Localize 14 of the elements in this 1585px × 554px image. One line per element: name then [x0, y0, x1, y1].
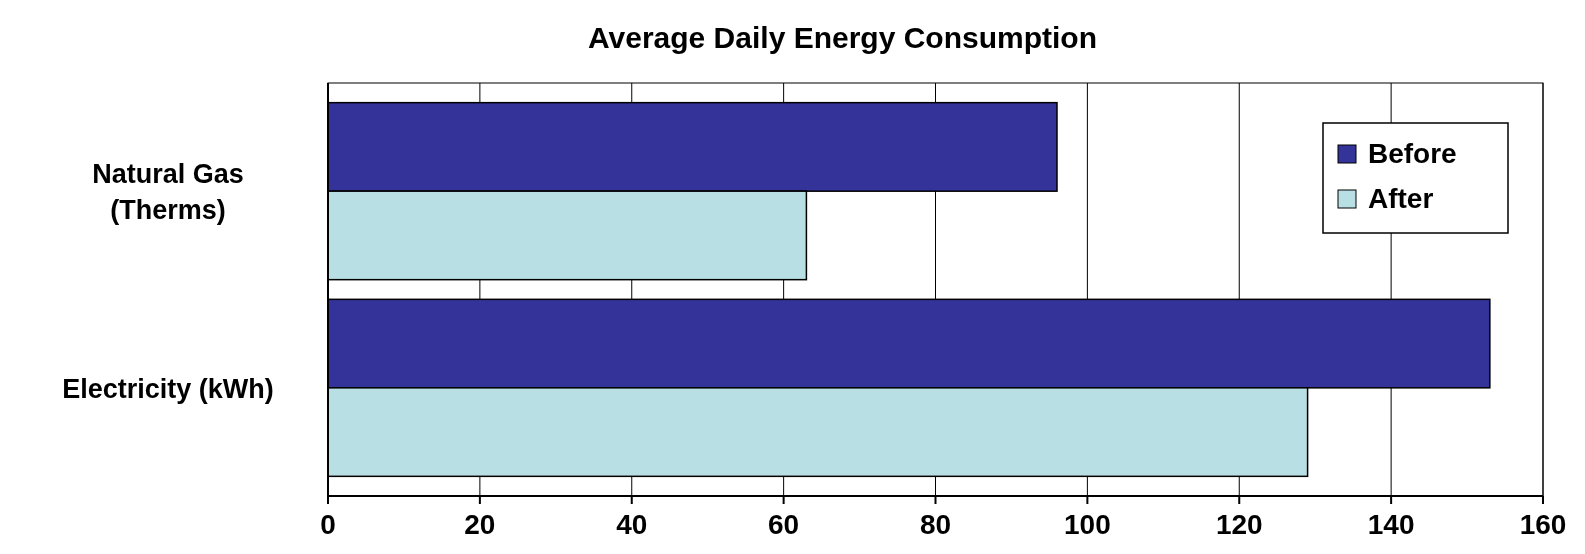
- x-tick-label: 140: [1367, 509, 1415, 540]
- x-tick-label: 20: [464, 509, 496, 540]
- chart-title: Average Daily Energy Consumption: [587, 21, 1098, 54]
- y-tick-label: Electricity (kWh): [62, 373, 274, 404]
- x-tick-label: 0: [320, 509, 336, 540]
- x-tick-label: 80: [919, 509, 952, 540]
- x-tick-label: 40: [616, 509, 648, 540]
- x-tick-label: 100: [1064, 509, 1111, 540]
- legend-label: After: [1368, 183, 1434, 214]
- x-tick-label: 60: [768, 509, 800, 540]
- x-tick-label: 120: [1215, 509, 1263, 540]
- x-tick-label: 160: [1519, 509, 1567, 540]
- y-tick-label: Natural Gas (Therms): [92, 159, 244, 226]
- legend-label: Before: [1368, 138, 1457, 169]
